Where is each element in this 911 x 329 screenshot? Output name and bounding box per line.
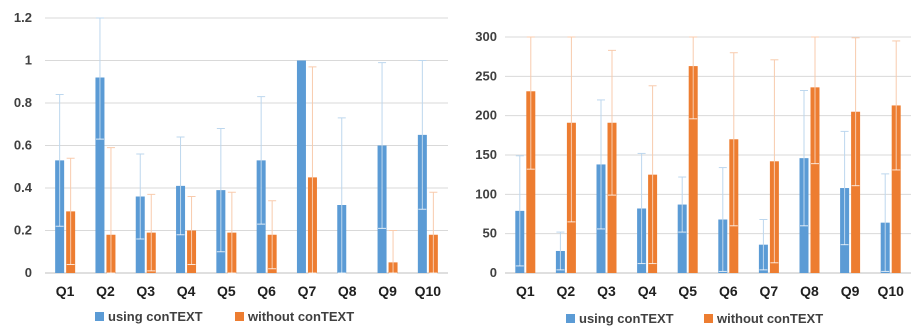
y-tick-label: 1 [25, 53, 32, 68]
y-tick-label: 0.6 [14, 138, 32, 153]
y-tick-label: 0.2 [14, 223, 32, 238]
bar-without [851, 111, 861, 273]
x-category-label: Q4 [638, 283, 657, 299]
x-category-label: Q7 [298, 283, 317, 299]
y-tick-label: 0.8 [14, 95, 32, 110]
y-tick-label: 0 [25, 265, 32, 280]
y-tick-label: 100 [475, 186, 497, 201]
chart-2: 0 50 100 150 200 250 300 Q1 Q2 Q3 Q4 Q5 Q6 Q7 Q8 Q9 Q10 u… [475, 29, 911, 326]
x-category-label: Q6 [719, 283, 738, 299]
bar-without [688, 66, 698, 274]
legend-swatch-using [95, 312, 104, 321]
bar-without [810, 87, 820, 273]
legend-swatch-using [566, 314, 575, 323]
x-category-label: Q9 [378, 283, 397, 299]
legend-label-using: using conTEXT [579, 311, 674, 326]
legend-label-without: without conTEXT [247, 309, 354, 324]
x-category-label: Q9 [841, 283, 860, 299]
y-tick-label: 0.4 [14, 180, 33, 195]
chart-1: 0 0.2 0.4 0.6 0.8 1 1.2 Q1 Q2 Q3 Q4 Q5 Q6 Q7 Q8 Q9 Q10 us… [14, 10, 448, 324]
x-category-label: Q10 [877, 283, 904, 299]
x-category-label: Q4 [177, 283, 196, 299]
y-tick-label: 0 [490, 265, 497, 280]
y-tick-label: 200 [475, 108, 497, 123]
bar-without [607, 122, 617, 273]
x-category-label: Q2 [96, 283, 115, 299]
bar-without [526, 91, 536, 273]
legend-label-without: without conTEXT [716, 311, 823, 326]
y-tick-label: 50 [483, 226, 497, 241]
legend-swatch-without [235, 312, 244, 321]
x-category-label: Q10 [415, 283, 442, 299]
x-category-label: Q5 [217, 283, 236, 299]
x-category-label: Q6 [257, 283, 276, 299]
x-category-label: Q1 [56, 283, 75, 299]
x-category-label: Q5 [678, 283, 697, 299]
x-category-label: Q2 [557, 283, 576, 299]
bar-using [296, 60, 306, 273]
bar-using [95, 77, 105, 273]
x-category-label: Q7 [760, 283, 779, 299]
y-tick-label: 1.2 [14, 10, 32, 25]
x-category-label: Q3 [136, 283, 155, 299]
x-category-label: Q8 [800, 283, 819, 299]
legend-swatch-without [704, 314, 713, 323]
y-tick-label: 300 [475, 29, 497, 44]
x-category-label: Q1 [516, 283, 535, 299]
bar-using [677, 204, 687, 273]
bar-without [891, 105, 901, 273]
y-tick-label: 150 [475, 147, 497, 162]
x-category-label: Q3 [597, 283, 616, 299]
x-category-label: Q8 [338, 283, 357, 299]
y-tick-label: 250 [475, 68, 497, 83]
legend-label-using: using conTEXT [108, 309, 203, 324]
